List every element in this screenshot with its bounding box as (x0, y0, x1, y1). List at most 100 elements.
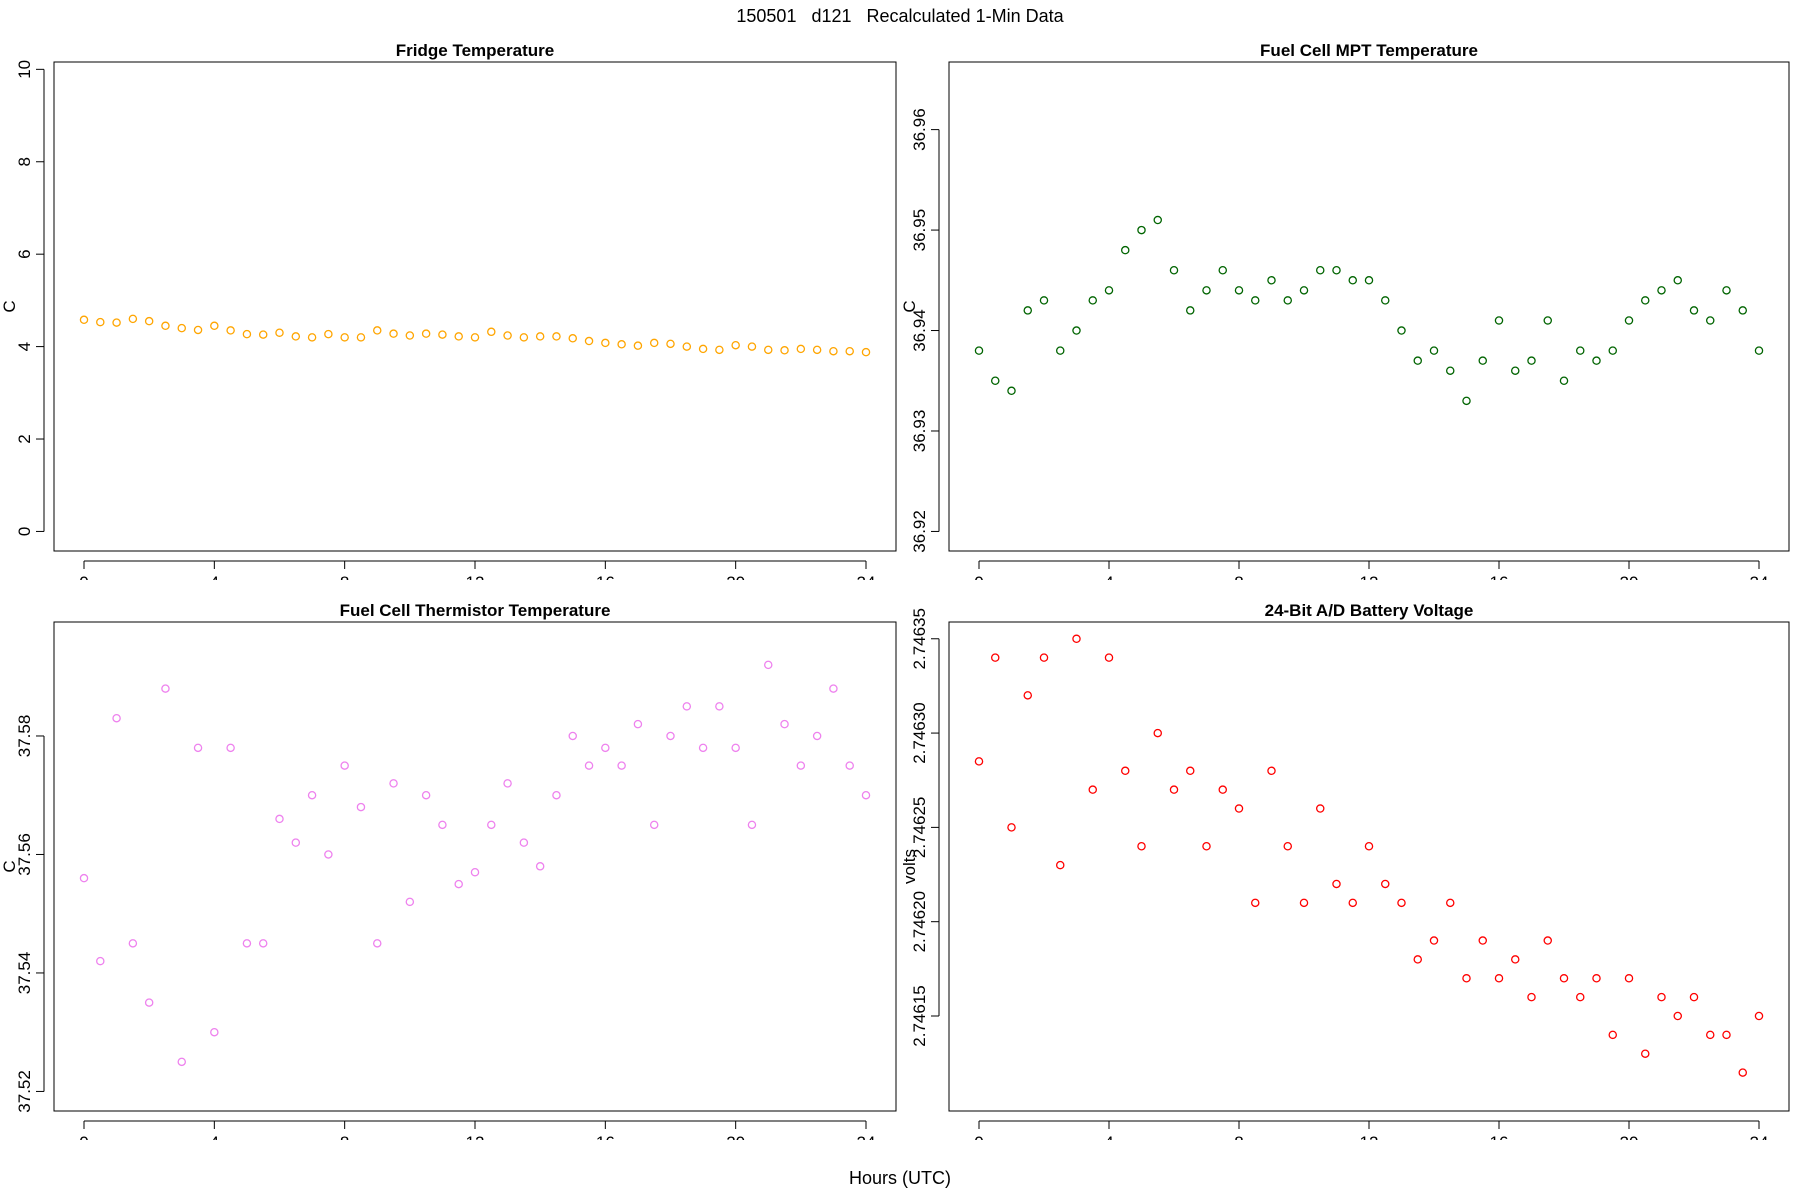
chart-1-series-fuel-cell-mpt-temperature (974, 215, 1764, 406)
chart-1-point (1137, 225, 1146, 235)
chart-3-point (1462, 974, 1471, 983)
chart-0-point (812, 345, 822, 355)
chart-2-point (698, 743, 708, 753)
chart-2-point (161, 684, 170, 693)
chart-2-point (796, 761, 806, 770)
chart-0-point (258, 330, 268, 339)
chart-0-x-tick-label-20: 20 (726, 573, 745, 580)
chart-0-point (389, 329, 398, 338)
chart-3-point (1120, 766, 1130, 776)
chart-0-point (845, 346, 854, 356)
chart-3-point (1299, 898, 1309, 908)
chart-1-point (1722, 286, 1731, 295)
chart-0-point (112, 318, 121, 327)
chart-0-y-tick-label-5: 10 (15, 60, 34, 79)
chart-1-point (1202, 286, 1211, 295)
chart-2-y-tick-label-2: 37.56 (15, 833, 34, 876)
chart-1-point (1234, 286, 1244, 295)
chart-3-point (1169, 785, 1179, 794)
chart-3-y-axis-label: volts (900, 849, 919, 884)
chart-3-point (991, 653, 1000, 662)
chart-3-x-tick-label-12: 12 (1360, 1133, 1379, 1140)
chart-0-point (715, 345, 724, 355)
chart-2-point (291, 838, 301, 847)
chart-0-point (210, 321, 219, 331)
chart-2-point (649, 820, 659, 830)
chart-2-y-tick-label-3: 37.58 (15, 715, 34, 758)
chart-0-x-tick-label-0: 0 (79, 573, 88, 580)
chart-1-point (1446, 366, 1455, 375)
chart-3-y-tick-label-0: 2.74615 (910, 985, 929, 1046)
chart-3-point (1543, 936, 1553, 945)
chart-3-point (1624, 974, 1634, 983)
chart-1-point (1462, 396, 1471, 406)
chart-3-point (1250, 898, 1260, 908)
chart-3-point (1055, 860, 1065, 870)
chart-2-x-tick-label-20: 20 (726, 1133, 745, 1140)
chart-2-point (193, 743, 203, 753)
chart-0-point (764, 345, 773, 355)
chart-3-point (1754, 1011, 1764, 1021)
chart-2-point (405, 897, 415, 907)
chart-2-plot-frame (53, 621, 897, 1112)
chart-1-x-tick-label-24: 24 (1750, 573, 1769, 580)
chart-3-point (1234, 804, 1244, 813)
chart-0-point (307, 333, 317, 342)
chart-3-point (1689, 992, 1699, 1002)
chart-2-series-fuel-cell-thermistor-temperature (79, 660, 871, 1067)
chart-3-point (1494, 974, 1504, 983)
chart-1-y-axis-label: C (900, 300, 919, 312)
chart-1-point (974, 346, 984, 355)
chart-0-point (144, 316, 154, 326)
chart-3-x-tick-label-4: 4 (1104, 1133, 1113, 1140)
chart-2-point (307, 790, 317, 800)
chart-2-point (861, 790, 871, 800)
chart-2-point (275, 814, 284, 824)
chart-0-point (242, 329, 252, 339)
chart-0-point (633, 341, 643, 350)
chart-2-x-tick-label-16: 16 (596, 1133, 615, 1140)
chart-1-point (1267, 276, 1276, 285)
chart-3-point (1202, 841, 1211, 851)
chart-1-point (1348, 276, 1357, 285)
chart-3-point (1576, 992, 1585, 1002)
chart-2-point (552, 790, 561, 800)
chart-1-point (1088, 296, 1097, 305)
chart-0-point (356, 333, 366, 342)
chart-1-x-tick-label-4: 4 (1104, 573, 1113, 580)
chart-1-x-tick-label-0: 0 (974, 573, 983, 580)
chart-1-point (1706, 316, 1715, 325)
chart-3-series-24-bit-a-d-battery-voltage (974, 634, 1764, 1077)
chart-1-point (1397, 326, 1406, 335)
chart-2-point (601, 743, 610, 753)
chart-0-point (487, 327, 496, 337)
chart-1-plot-frame (948, 61, 1790, 552)
chart-2-point (633, 719, 643, 729)
chart-3-x-tick-label-24: 24 (1750, 1133, 1769, 1140)
chart-2-point (747, 820, 757, 830)
chart-2-point (96, 956, 105, 966)
chart-3-point (1446, 898, 1455, 908)
chart-1-point (1527, 356, 1536, 365)
chart-0-point (470, 333, 480, 342)
chart-3-point (974, 757, 984, 766)
chart-3-point (1007, 823, 1016, 832)
chart-2-x-tick-label-8: 8 (340, 1133, 349, 1140)
chart-0-point (601, 338, 610, 348)
chart-3-point (1608, 1030, 1618, 1040)
chart-3-point (1527, 992, 1536, 1002)
chart-3-point (1641, 1049, 1650, 1058)
chart-0-point (324, 329, 333, 339)
chart-0-point (454, 332, 463, 341)
chart-2-y-tick-label-0: 37.52 (15, 1070, 34, 1113)
chart-3-plot-frame (948, 621, 1790, 1112)
chart-0-point (275, 328, 284, 337)
chart-0-x-tick-label-4: 4 (210, 573, 219, 580)
chart-1-point (1576, 346, 1585, 355)
chart-0-point (682, 342, 692, 351)
chart-2-x-tick-label-12: 12 (466, 1133, 485, 1140)
chart-2-point (242, 939, 252, 948)
chart-1-point (1153, 215, 1162, 225)
chart-3-point (1722, 1030, 1731, 1040)
chart-0-point (438, 330, 447, 339)
